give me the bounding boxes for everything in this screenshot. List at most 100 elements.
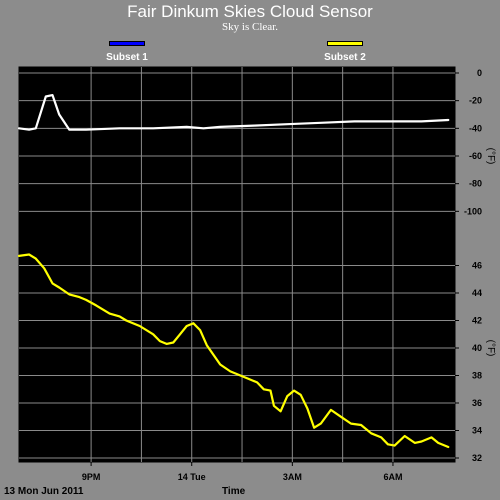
data-point [18,127,20,129]
y-tick-label: 34 [472,426,482,436]
y-tick-label: 36 [472,398,482,408]
y-tick-label: 42 [472,316,482,326]
legend-label-subset-1: Subset 1 [106,52,148,63]
data-point [370,432,372,434]
data-point [186,126,188,128]
sky-status-text: Sky is Clear. [222,21,278,33]
data-point [68,293,70,295]
data-point [320,122,322,124]
data-point [229,370,231,372]
y-axis-unit-label: (°F) [485,340,496,357]
y-tick-label: -100 [464,206,482,216]
data-point [172,341,174,344]
data-point [159,340,161,342]
y-tick-label: -80 [469,179,482,189]
data-point [350,423,352,425]
data-point [85,299,87,301]
data-point [43,267,45,269]
data-point [219,363,221,366]
chart-title: Fair Dinkum Skies Cloud Sensor [127,2,373,21]
y-tick-label: 46 [472,261,482,271]
data-point [256,381,258,383]
data-point [125,319,127,322]
data-point [404,435,406,437]
y-axis-unit-label: (°F) [485,148,496,165]
data-point [152,127,154,129]
data-point [380,436,382,438]
data-point [212,354,215,356]
data-point [199,329,201,331]
data-point [239,374,241,377]
data-point [179,333,181,335]
data-point [273,405,275,407]
data-point [306,407,309,410]
data-point [293,390,295,392]
data-point [353,120,355,123]
data-point [387,120,389,123]
data-point [28,129,30,131]
data-point [186,325,188,327]
data-point [85,129,87,131]
data-point [320,423,322,425]
data-point [394,445,396,447]
data-point [206,344,208,346]
data-point [95,304,97,306]
data-point [119,315,121,317]
data-point [51,94,54,96]
y-tick-label: 32 [472,453,482,463]
data-point [360,424,362,426]
data-point [78,296,80,298]
data-point [414,442,416,444]
data-point [45,95,47,98]
y-tick-label: 40 [472,343,482,353]
data-point [108,313,111,315]
data-point [165,343,168,345]
data-point [28,253,30,256]
x-tick-label: 3AM [283,472,302,482]
y-tick-label: 44 [472,288,482,298]
data-point [313,427,315,429]
data-point [219,126,221,128]
data-point [387,443,389,445]
data-point [35,258,37,260]
data-point [286,395,288,397]
y-tick-label: -40 [469,123,482,133]
y-tick-label: -60 [469,151,482,161]
date-label: 13 Mon Jun 2011 [4,486,84,497]
data-point [330,409,332,411]
data-point [420,120,423,123]
data-point [139,325,141,327]
data-point [300,394,302,396]
data-point [51,282,54,284]
data-point [202,127,205,129]
data-point [340,416,342,418]
data-point [58,286,60,289]
data-point [437,442,439,444]
data-point [280,410,282,412]
legend-swatch-subset-1 [109,41,145,46]
data-point [263,388,265,390]
data-point [447,446,449,448]
x-tick-label: 6AM [383,472,402,482]
series-line-upper [17,93,450,131]
y-tick-label: -20 [469,96,482,106]
data-point [253,124,255,127]
data-point [119,127,121,129]
data-point [192,322,194,324]
data-point [68,129,70,131]
legend-swatch-subset-2 [327,41,363,46]
data-point [430,436,433,438]
data-point [420,440,423,443]
legend-label-subset-2: Subset 2 [324,52,366,63]
x-tick-label: 9PM [82,472,101,482]
x-axis-label: Time [222,486,246,497]
data-point [286,123,288,125]
data-point [152,333,154,335]
y-tick-label: 38 [472,371,482,381]
data-point [269,390,272,392]
plot-background [18,66,456,463]
data-point [18,255,20,257]
data-point [35,127,37,129]
